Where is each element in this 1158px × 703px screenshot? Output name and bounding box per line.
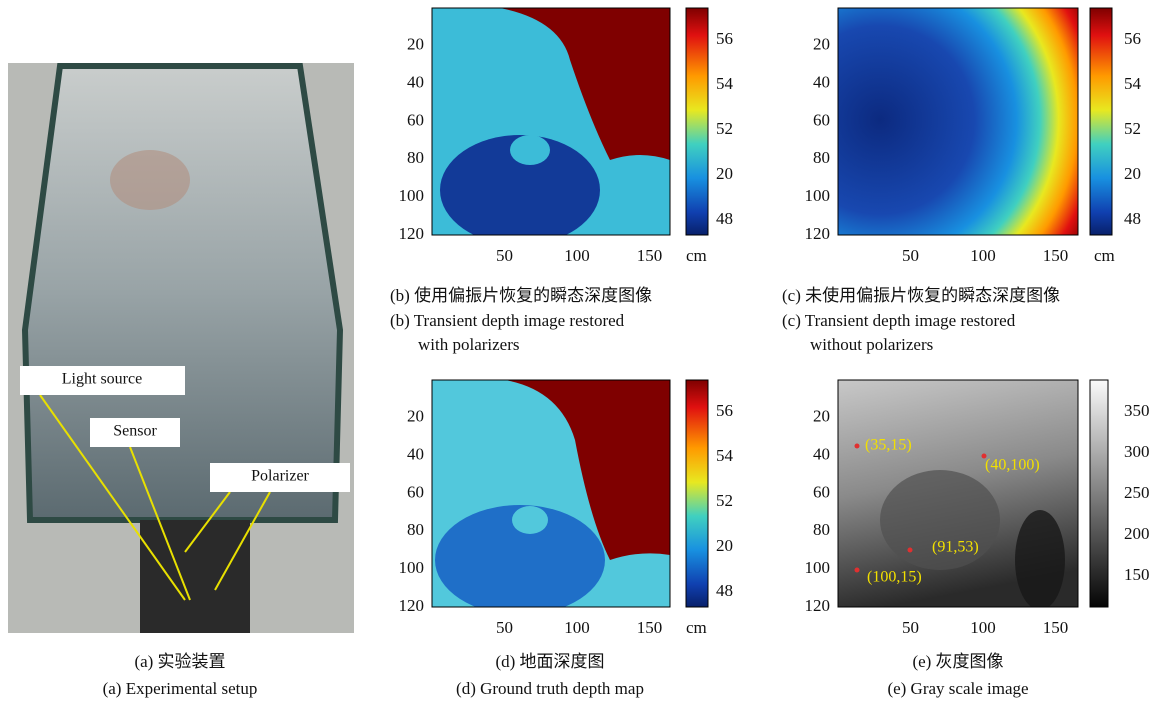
y-tick-label: 120: [805, 224, 831, 243]
point-annotation: (40,100): [985, 457, 1040, 474]
y-tick-label: 80: [407, 520, 424, 539]
colorbar-tick-label: 52: [716, 491, 733, 510]
caption-en: without polarizers: [810, 335, 933, 354]
x-tick-label: 100: [564, 246, 590, 265]
callout-label: Sensor: [113, 423, 157, 440]
colorbar-tick-label: 56: [716, 401, 733, 420]
callout-label: Light source: [62, 371, 142, 388]
x-tick-label: 50: [902, 246, 919, 265]
y-tick-label: 60: [813, 110, 830, 129]
unit-label: cm: [686, 246, 707, 265]
colorbar-tick-label: 300: [1124, 442, 1150, 461]
image-frame: [837, 379, 1079, 608]
y-tick-label: 120: [399, 224, 425, 243]
colorbar-tick-label: 52: [1124, 119, 1141, 138]
colorbar-tick-label: 48: [1124, 209, 1141, 228]
colorbar-tick-label: 150: [1124, 565, 1150, 584]
x-tick-label: 150: [637, 618, 663, 637]
point-marker: [981, 453, 987, 459]
y-tick-label: 100: [805, 558, 831, 577]
caption-zh: (e) 灰度图像: [912, 652, 1003, 671]
y-tick-label: 60: [813, 482, 830, 501]
caption-zh: (c) 未使用偏振片恢复的瞬态深度图像: [782, 285, 1060, 305]
colorbar-tick-label: 54: [716, 74, 734, 93]
y-tick-label: 120: [399, 596, 425, 615]
colorbar-tick-label: 48: [716, 209, 733, 228]
y-tick-label: 40: [407, 445, 424, 464]
image-frame: [431, 7, 671, 236]
point-marker: [854, 443, 860, 449]
depth-image: [432, 8, 670, 235]
colorbar-tick-label: 200: [1124, 524, 1150, 543]
colorbar-tick-label: 20: [716, 164, 733, 183]
caption-zh: (a) 实验装置: [134, 652, 225, 671]
depth-image: [838, 8, 1078, 235]
x-tick-label: 100: [970, 246, 996, 265]
image-frame: [837, 7, 1079, 236]
colorbar-tick-label: 20: [1124, 164, 1141, 183]
colorbar-tick-label: 54: [716, 446, 734, 465]
callout-label: Polarizer: [251, 468, 309, 485]
y-tick-label: 100: [805, 186, 831, 205]
caption-en: (d) Ground truth depth map: [456, 679, 644, 698]
caption-en: (b) Transient depth image restored: [390, 311, 625, 330]
colorbar-tick-label: 48: [716, 581, 733, 600]
colorbar-tick-label: 54: [1124, 74, 1142, 93]
y-tick-label: 20: [813, 35, 830, 54]
depth-image: [432, 380, 670, 607]
point-annotation: (35,15): [865, 437, 912, 454]
x-tick-label: 50: [902, 618, 919, 637]
image-frame: [431, 379, 671, 608]
x-tick-label: 150: [1043, 618, 1069, 637]
colorbar-tick-label: 56: [716, 29, 733, 48]
colorbar-tick-label: 52: [716, 119, 733, 138]
colorbar-tick-label: 250: [1124, 483, 1150, 502]
photo: [8, 63, 354, 633]
y-tick-label: 20: [813, 407, 830, 426]
y-tick-label: 60: [407, 110, 424, 129]
x-tick-label: 150: [1043, 246, 1069, 265]
unit-label: cm: [686, 618, 707, 637]
y-tick-label: 20: [407, 35, 424, 54]
colorbar-tick-label: 350: [1124, 401, 1150, 420]
y-tick-label: 80: [813, 520, 830, 539]
colorbar-tick-label: 56: [1124, 29, 1141, 48]
caption-en: (e) Gray scale image: [887, 679, 1028, 698]
x-tick-label: 150: [637, 246, 663, 265]
x-tick-label: 100: [564, 618, 590, 637]
caption-en: (a) Experimental setup: [103, 679, 258, 698]
x-tick-label: 50: [496, 618, 513, 637]
colorbars: [685, 7, 1113, 608]
y-tick-label: 60: [407, 482, 424, 501]
y-tick-label: 80: [407, 148, 424, 167]
point-annotation: (91,53): [932, 539, 979, 556]
y-tick-label: 20: [407, 407, 424, 426]
caption-en: with polarizers: [418, 335, 520, 354]
y-tick-label: 100: [399, 186, 425, 205]
y-tick-label: 100: [399, 558, 425, 577]
y-tick-label: 80: [813, 148, 830, 167]
point-marker: [854, 567, 860, 573]
y-tick-label: 40: [813, 445, 830, 464]
y-tick-label: 40: [407, 73, 424, 92]
unit-label: cm: [1094, 246, 1115, 265]
colorbar-tick-label: 20: [716, 536, 733, 555]
caption-zh: (b) 使用偏振片恢复的瞬态深度图像: [390, 285, 652, 305]
x-tick-label: 50: [496, 246, 513, 265]
y-tick-label: 40: [813, 73, 830, 92]
point-marker: [907, 547, 913, 553]
caption-zh: (d) 地面深度图: [495, 652, 604, 671]
y-tick-label: 120: [805, 596, 831, 615]
caption-en: (c) Transient depth image restored: [782, 311, 1016, 330]
gray-image: [838, 380, 1078, 607]
point-annotation: (100,15): [867, 569, 922, 586]
x-tick-label: 100: [970, 618, 996, 637]
